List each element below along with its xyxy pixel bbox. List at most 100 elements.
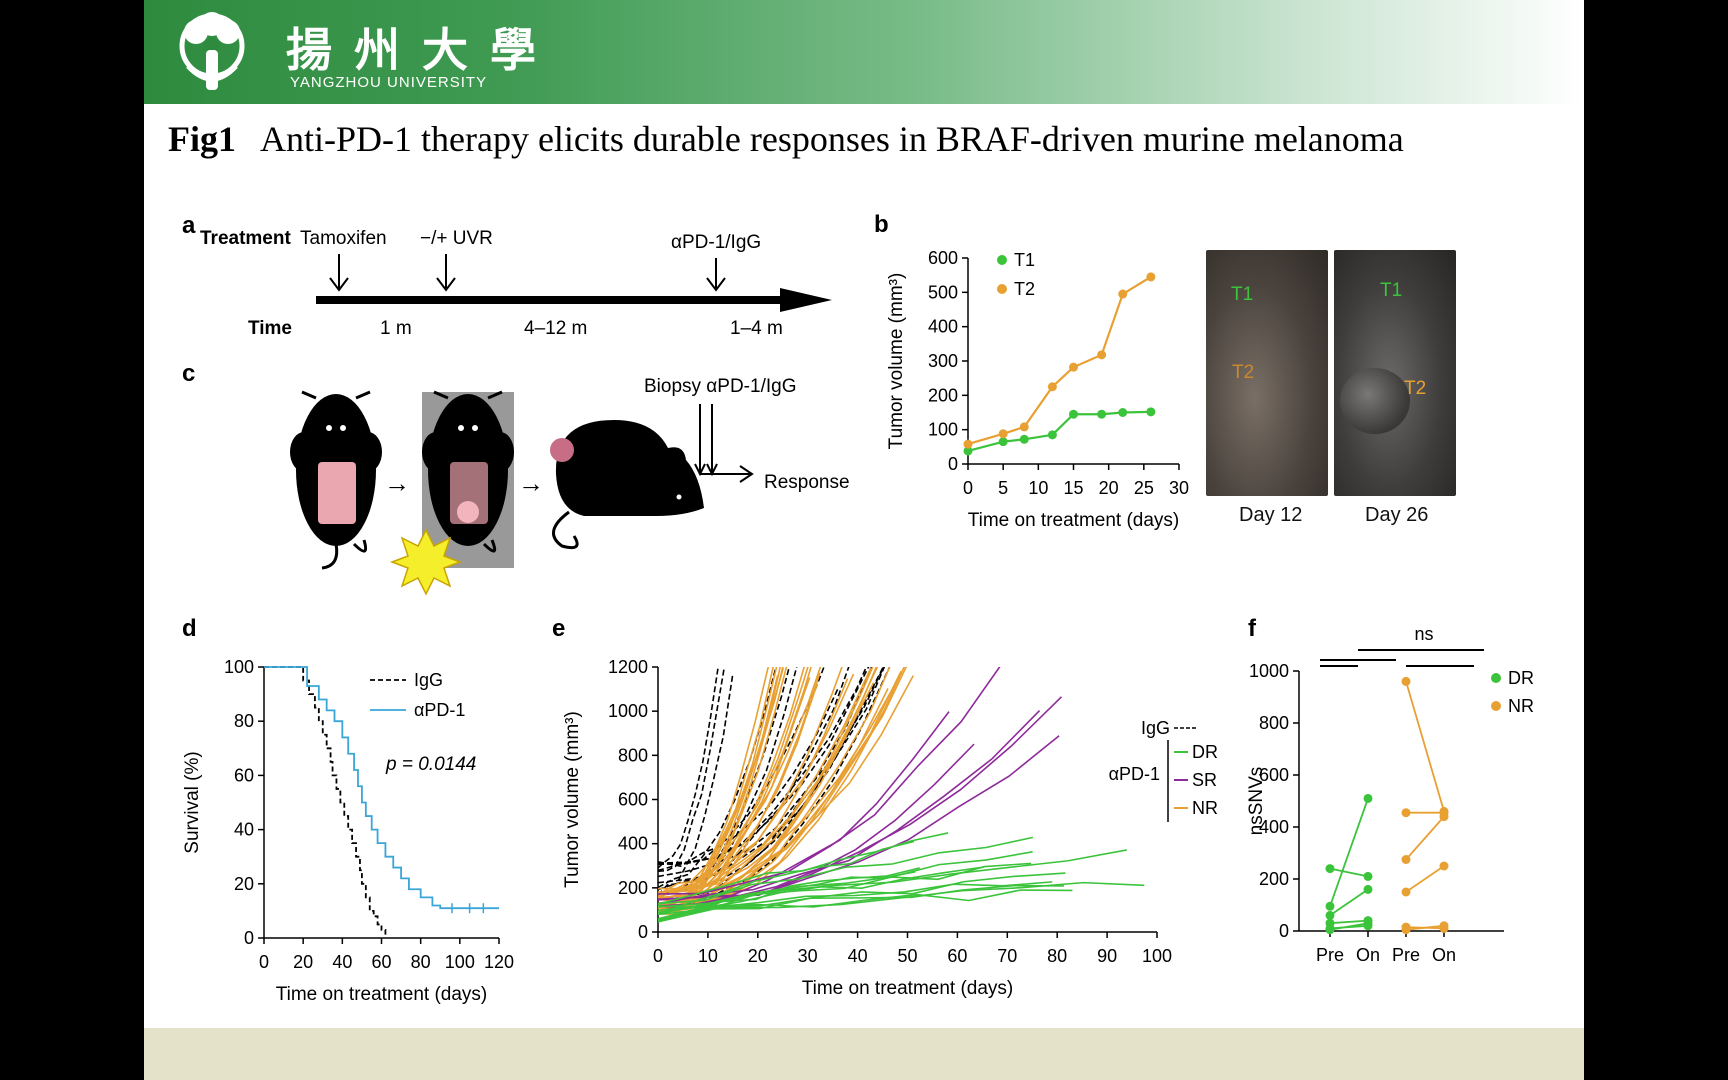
panel-label: f	[1248, 615, 1257, 642]
y-tick-label: 200	[1259, 869, 1289, 889]
figure-title: Fig1 Anti-PD-1 therapy elicits durable re…	[168, 118, 1404, 160]
event-uvr: −/+ UVR	[420, 228, 493, 249]
interval-2: 4–12 m	[524, 318, 587, 339]
x-tick-label: 40	[332, 952, 352, 972]
x-tick-label: On	[1356, 945, 1380, 965]
university-name-en: YANGZHOU UNIVERSITY	[290, 74, 488, 91]
photo-day26-t2-label: T2	[1404, 378, 1427, 399]
tumor-curve-dr	[658, 840, 915, 915]
data-point-dr	[1363, 884, 1373, 894]
data-point-dr	[1363, 793, 1373, 803]
data-point-nr	[1401, 808, 1411, 818]
tumor-curve-dr	[658, 832, 949, 905]
legend-marker-nr	[1491, 701, 1501, 711]
timeline-arrowhead	[780, 288, 832, 312]
tumor-curve-nr	[658, 667, 878, 905]
tumor-curve-nr	[658, 667, 872, 897]
x-tick-label: 0	[259, 952, 269, 972]
x-tick-label: 30	[1169, 478, 1189, 498]
tumor-curve-dr	[658, 836, 1034, 905]
data-point-dr	[1325, 910, 1335, 920]
panel-label: b	[874, 211, 889, 238]
x-tick-label: 50	[897, 946, 917, 966]
x-tick-label: Pre	[1316, 945, 1344, 965]
pair-line-dr	[1329, 867, 1369, 878]
plot-area	[658, 667, 1145, 923]
x-tick-label: 80	[1047, 946, 1067, 966]
y-tick-label: 200	[928, 385, 958, 405]
pair-line-nr	[1405, 865, 1445, 893]
x-tick-label: 100	[1142, 946, 1172, 966]
x-tick-label: 0	[653, 946, 663, 966]
y-tick-label: 400	[1259, 817, 1289, 837]
y-tick-label: 0	[1279, 921, 1289, 941]
tumor-curve-dr	[658, 850, 1033, 915]
legend-label-T1: T1	[1014, 250, 1035, 270]
data-point-dr	[1325, 925, 1335, 935]
footer-band	[144, 1028, 1584, 1080]
data-point-T1	[1097, 409, 1107, 419]
x-tick-label: 100	[445, 952, 475, 972]
data-point-T1	[1069, 409, 1078, 419]
p-value-annotation: p = 0.0144	[385, 754, 476, 775]
header-banner: 揚州大學 YANGZHOU UNIVERSITY	[144, 0, 1584, 104]
y-tick-label: 800	[1259, 713, 1289, 733]
x-tick-label: 60	[947, 946, 967, 966]
tumor-curve-nr	[658, 667, 843, 895]
chart-f: 0 200 400 600 800 1000 nsSNVs f Pre On Pre On DR NR ns	[1246, 615, 1534, 965]
y-tick-label: 800	[618, 745, 648, 765]
x-tick-label: Pre	[1392, 945, 1420, 965]
x-axis-title: Time on treatment (days)	[802, 978, 1014, 999]
tumor-curve-igg	[658, 667, 726, 872]
university-name-cn: 揚州大學	[286, 23, 558, 77]
y-tick-label: 0	[948, 454, 958, 474]
data-point-nr	[1401, 925, 1411, 935]
interval-3: 1–4 m	[730, 318, 783, 339]
response-arrow	[700, 465, 754, 483]
y-axis-title: nsSNVs	[1246, 767, 1267, 836]
panel-a-label: a	[182, 212, 196, 239]
x-tick-label: 10	[698, 946, 718, 966]
data-point-dr	[1363, 871, 1373, 881]
biopsy-arrows	[694, 404, 718, 477]
data-point-T2	[963, 439, 973, 449]
panel-label: d	[182, 615, 197, 642]
y-tick-label: 20	[234, 874, 254, 894]
university-emblem-icon	[179, 12, 245, 90]
tumor-curve-dr	[658, 881, 1053, 909]
slide: 揚州大學 YANGZHOU UNIVERSITY Fig1 Anti-PD-1 t…	[144, 0, 1584, 1080]
pair-line-dr	[1329, 922, 1369, 931]
data-point-nr	[1401, 887, 1411, 897]
data-point-T2	[998, 429, 1008, 439]
x-tick-label: 5	[998, 478, 1008, 498]
y-axis-title: Survival (%)	[182, 751, 203, 853]
legend-marker-T1	[997, 255, 1007, 265]
x-tick-label: 20	[1099, 478, 1119, 498]
x-tick-label: 10	[1028, 478, 1048, 498]
y-tick-label: 400	[618, 834, 648, 854]
y-tick-label: 1200	[608, 657, 648, 677]
x-tick-label: 30	[798, 946, 818, 966]
data-point-T2	[1146, 272, 1156, 282]
survival-curve-igg	[264, 666, 387, 938]
y-tick-label: 1000	[1249, 661, 1289, 681]
data-point-T2	[1097, 350, 1107, 360]
x-tick-label: 25	[1134, 478, 1154, 498]
data-point-nr	[1439, 921, 1449, 931]
photo-day26-t1-label: T1	[1380, 280, 1403, 301]
data-point-T1	[998, 437, 1008, 447]
mouse-side-illustration	[550, 420, 704, 550]
tumor-curve-nr	[658, 667, 784, 894]
response-label: Response	[764, 472, 850, 493]
tumor-curve-dr	[658, 867, 920, 922]
y-axis-title: Tumor volume (mm³)	[886, 273, 907, 450]
panel-c-label: c	[182, 360, 195, 387]
legend-label-T2: T2	[1014, 279, 1035, 299]
event-apd1: αPD-1/IgG	[671, 232, 761, 253]
legend-marker-T2	[997, 284, 1007, 294]
series-line-T1	[967, 410, 1151, 453]
x-tick-label: 20	[293, 952, 313, 972]
data-point-nr	[1401, 855, 1411, 864]
y-tick-label: 300	[928, 351, 958, 371]
tumor-curve-sr	[658, 743, 975, 907]
